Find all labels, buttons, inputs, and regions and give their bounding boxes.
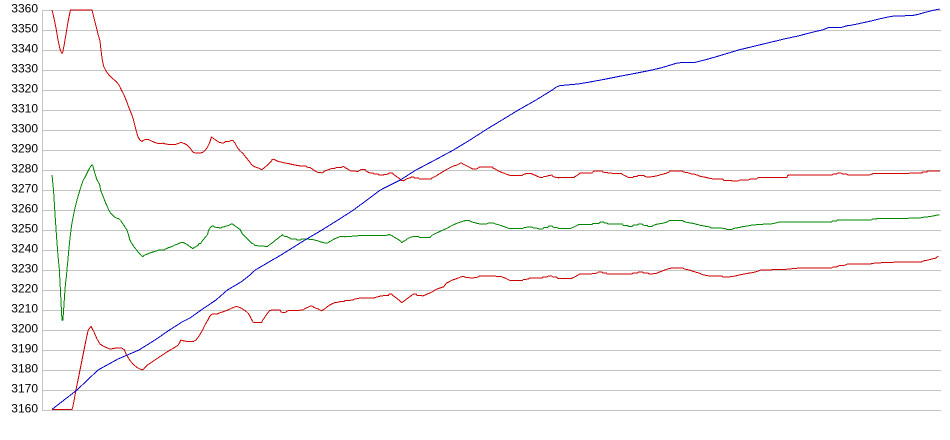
svg-text:3300: 3300: [11, 122, 38, 136]
svg-text:3360: 3360: [11, 2, 38, 16]
svg-text:3250: 3250: [11, 222, 38, 236]
svg-text:3280: 3280: [11, 162, 38, 176]
svg-text:3350: 3350: [11, 22, 38, 36]
svg-text:3160: 3160: [11, 402, 38, 416]
svg-text:3330: 3330: [11, 62, 38, 76]
svg-text:3220: 3220: [11, 282, 38, 296]
svg-text:3170: 3170: [11, 382, 38, 396]
svg-text:3310: 3310: [11, 102, 38, 116]
svg-text:3230: 3230: [11, 262, 38, 276]
svg-text:3270: 3270: [11, 182, 38, 196]
svg-text:3190: 3190: [11, 342, 38, 356]
svg-text:3210: 3210: [11, 302, 38, 316]
svg-text:3260: 3260: [11, 202, 38, 216]
svg-text:3290: 3290: [11, 142, 38, 156]
svg-text:3340: 3340: [11, 42, 38, 56]
svg-text:3320: 3320: [11, 82, 38, 96]
svg-text:3240: 3240: [11, 242, 38, 256]
svg-text:3200: 3200: [11, 322, 38, 336]
svg-text:3180: 3180: [11, 362, 38, 376]
